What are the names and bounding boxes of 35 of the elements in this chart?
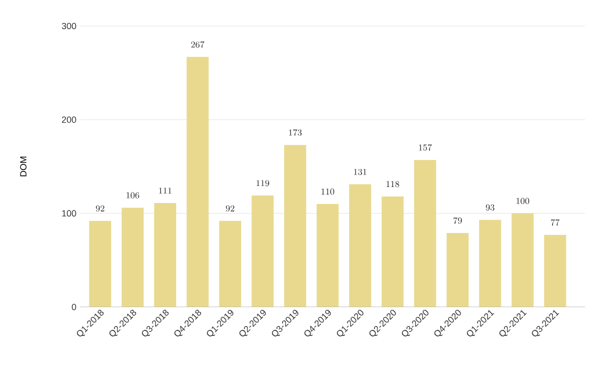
bar xyxy=(349,184,372,307)
bar xyxy=(154,203,176,307)
data-label: 79 xyxy=(454,217,462,224)
data-label: 77 xyxy=(551,219,560,226)
y-tick-label: 300 xyxy=(62,22,76,30)
bar xyxy=(252,196,274,307)
data-label: 106 xyxy=(126,192,140,198)
data-label: 111 xyxy=(159,188,172,194)
bar xyxy=(122,208,144,307)
bar xyxy=(186,56,209,307)
y-tick-label: 200 xyxy=(62,116,76,123)
data-label: 131 xyxy=(354,168,366,175)
data-label: 173 xyxy=(289,129,302,136)
bar xyxy=(479,220,502,307)
bar xyxy=(219,220,242,307)
bar xyxy=(544,234,566,307)
bar xyxy=(414,160,436,307)
y-tick-label: 0 xyxy=(72,304,76,310)
bar xyxy=(284,144,306,307)
data-label: 118 xyxy=(386,181,400,188)
data-label: 157 xyxy=(419,144,432,151)
bar xyxy=(446,233,469,307)
data-label: 267 xyxy=(191,41,204,48)
y-axis-title: DOM xyxy=(20,156,26,176)
data-label: 119 xyxy=(256,180,270,186)
bar xyxy=(512,213,534,307)
data-label: 110 xyxy=(322,188,334,195)
data-label: 93 xyxy=(486,204,494,211)
bar xyxy=(89,220,112,307)
bar xyxy=(316,204,339,307)
data-label: 100 xyxy=(516,198,530,204)
data-label: 92 xyxy=(226,205,234,212)
data-label: 92 xyxy=(96,205,104,212)
y-tick-label: 100 xyxy=(62,210,76,217)
bar xyxy=(382,196,404,307)
